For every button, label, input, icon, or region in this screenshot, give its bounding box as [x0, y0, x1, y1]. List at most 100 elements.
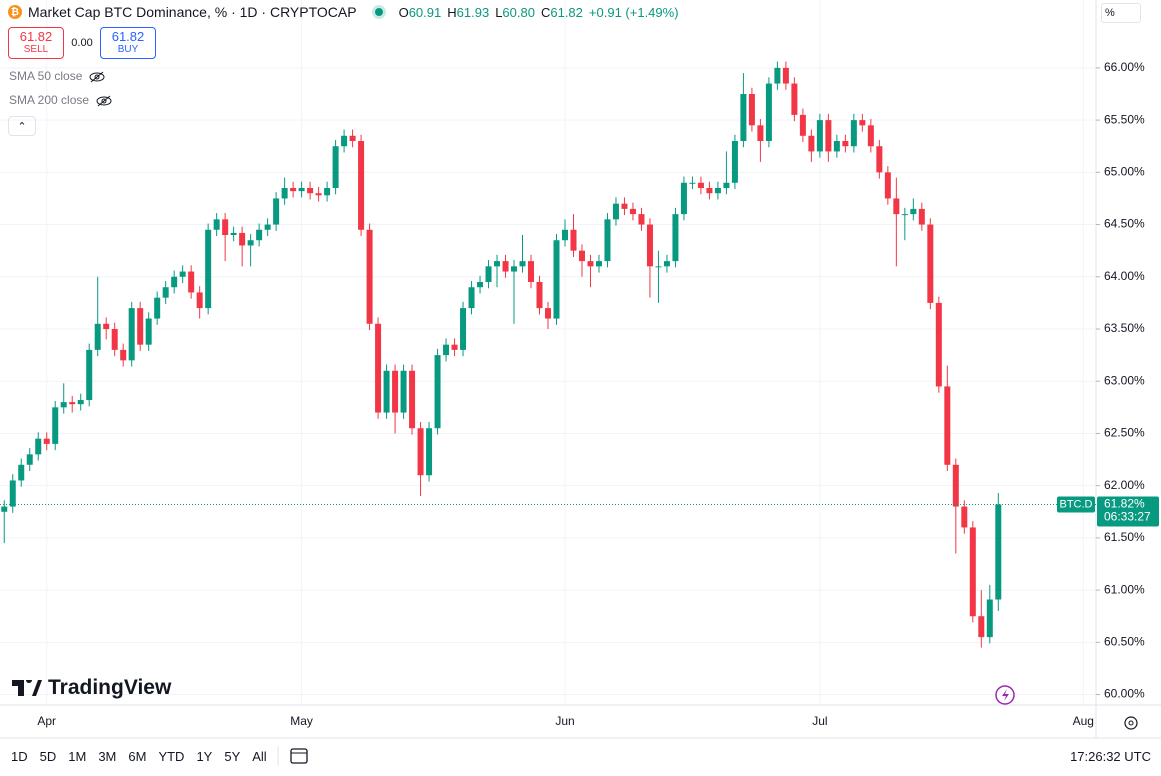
candle-body	[426, 428, 433, 476]
x-tick-label: May	[290, 714, 313, 728]
candle-body	[358, 141, 365, 230]
indicator-label: SMA 200 close	[9, 93, 90, 107]
ohlc-label: C	[540, 4, 551, 20]
axis-unit[interactable]: %	[1101, 3, 1141, 23]
candle-body	[927, 224, 934, 303]
timeframe-button[interactable]: 5D	[39, 749, 57, 764]
candle-body	[375, 323, 382, 413]
candle-body	[213, 219, 220, 230]
timeframe-button[interactable]: YTD	[158, 749, 185, 764]
candle-body	[561, 229, 568, 241]
candle-body	[901, 214, 908, 216]
candle-body	[689, 182, 696, 184]
candle-body	[307, 188, 314, 194]
candle-body	[86, 349, 93, 401]
candle-body	[43, 438, 50, 444]
candle-body	[799, 114, 806, 136]
candle-body	[519, 261, 526, 267]
candle-body	[111, 329, 118, 350]
ohlc-item: O60.91	[399, 5, 442, 20]
candle-body	[103, 323, 110, 329]
logo-mark	[12, 680, 42, 696]
timeframe-button[interactable]: All	[252, 749, 267, 764]
candle-body	[723, 182, 730, 188]
candle-body	[850, 120, 857, 147]
candle-body	[825, 120, 832, 152]
timeframe-button[interactable]: 3M	[98, 749, 117, 764]
candle-body	[1, 506, 8, 512]
change: +0.91 (+1.49%)	[588, 4, 679, 20]
price-badge	[1097, 496, 1159, 527]
hidden-icon	[96, 95, 112, 107]
collapse-button[interactable]: ⌃	[8, 116, 36, 136]
candle-body	[298, 188, 305, 192]
candle-body	[52, 407, 59, 444]
spread: 0.00	[71, 37, 93, 49]
candle-body	[417, 428, 424, 476]
candle-body	[400, 370, 407, 413]
y-tick-label: 63.00%	[1104, 373, 1145, 387]
candle-body	[341, 135, 348, 147]
candle-body	[706, 188, 713, 194]
candle-body	[612, 203, 619, 220]
y-tick-label: 60.50%	[1104, 635, 1145, 649]
candle-body	[986, 599, 993, 638]
candle-body	[816, 120, 823, 152]
candle-body	[528, 261, 535, 282]
candle-body	[969, 527, 976, 617]
candle-body	[587, 261, 594, 267]
coin-icon: ₿	[8, 5, 22, 19]
trade-panel: 61.82 SELL 0.00 61.82 BUY	[8, 27, 156, 59]
candle-body	[409, 370, 416, 429]
candle-body	[494, 261, 501, 267]
candle-body	[918, 208, 925, 225]
y-tick-label: 62.00%	[1104, 478, 1145, 492]
x-tick-label: Aug	[1073, 714, 1094, 728]
candle-body	[629, 208, 636, 215]
candle-body	[621, 203, 628, 209]
candle-body	[171, 276, 178, 288]
candle-body	[196, 292, 203, 309]
candle-body	[179, 271, 186, 277]
candle-body	[765, 83, 772, 141]
candle-body	[952, 464, 959, 507]
candle-body	[893, 198, 900, 215]
candle-body	[961, 506, 968, 528]
indicator-label: SMA 50 close	[9, 69, 83, 83]
y-tick-label: 60.00%	[1104, 687, 1145, 701]
candle-body	[332, 146, 339, 188]
indicator[interactable]: SMA 200 close	[9, 93, 112, 107]
candle-body	[748, 94, 755, 126]
candle-body	[833, 141, 840, 152]
timeframe-button[interactable]: 1M	[68, 749, 87, 764]
candle-body	[205, 229, 212, 309]
candle-body	[264, 224, 271, 230]
settings-icon	[1124, 716, 1138, 730]
candle-body	[536, 282, 543, 309]
candle-body	[60, 402, 67, 408]
candle-body	[638, 214, 645, 225]
ohlc-item: L60.80	[495, 5, 535, 20]
candle-body	[910, 208, 917, 215]
candle-body	[782, 67, 789, 84]
candle-body	[570, 229, 577, 251]
price-value: 61.82%	[1104, 497, 1145, 511]
y-tick-label: 66.00%	[1104, 60, 1145, 74]
candle-body	[757, 125, 764, 141]
timeframe-button[interactable]: 1D	[11, 749, 28, 764]
candle-body	[774, 67, 781, 84]
y-tick-label: 64.00%	[1104, 269, 1145, 283]
timeframe-button[interactable]: 1Y	[196, 749, 213, 764]
indicator[interactable]: SMA 50 close	[9, 69, 105, 83]
sell-button[interactable]: 61.82 SELL	[8, 27, 64, 59]
candle-body	[35, 438, 42, 455]
candle-body	[842, 141, 849, 147]
candle-body	[281, 188, 288, 199]
ohlc-label: O	[398, 4, 409, 20]
timeframe-button[interactable]: 5Y	[224, 749, 241, 764]
x-tick-label: Jun	[555, 714, 574, 728]
timeframe-button[interactable]: 6M	[128, 749, 147, 764]
buy-button[interactable]: 61.82 BUY	[100, 27, 156, 59]
